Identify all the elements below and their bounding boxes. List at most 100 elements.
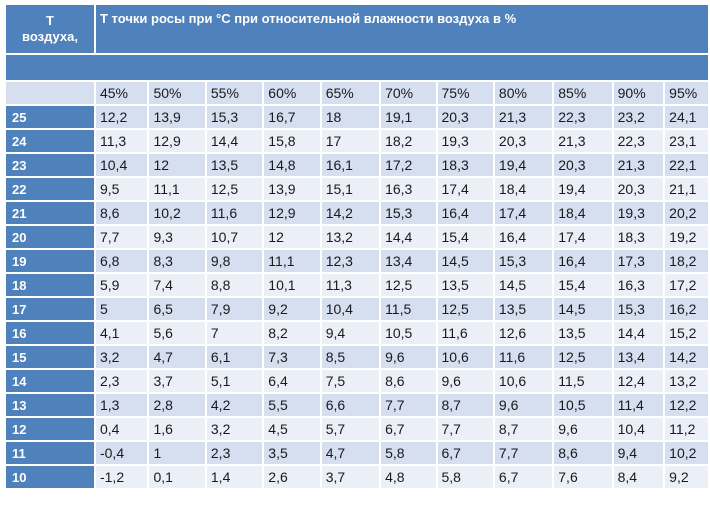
dew-point-cell: 18,3 — [437, 154, 493, 176]
dew-point-cell: 16,2 — [665, 298, 708, 320]
dew-point-cell: 2,3 — [95, 370, 148, 392]
dew-point-cell: 18,2 — [665, 250, 708, 272]
dew-point-cell: 9,4 — [321, 322, 380, 344]
dew-point-cell: 18 — [321, 106, 380, 128]
air-temperature-cell: 12 — [6, 418, 94, 440]
dew-point-cell: 11,5 — [381, 298, 436, 320]
dew-point-cell: 0,1 — [149, 466, 205, 488]
dew-point-cell: 6,8 — [95, 250, 148, 272]
dew-point-cell: 12,3 — [321, 250, 380, 272]
dew-point-cell: 11,6 — [437, 322, 493, 344]
dew-point-cell: 5,8 — [381, 442, 436, 464]
dew-point-cell: 2,6 — [264, 466, 320, 488]
dew-point-cell: 14,8 — [264, 154, 320, 176]
dew-point-cell: 19,2 — [665, 226, 708, 248]
dew-point-cell: 11,4 — [613, 394, 664, 416]
humidity-header-row: 45% 50% 55% 60% 65% 70% 75% 80% 85% 90% 95% — [6, 82, 708, 104]
dew-point-cell: 14,5 — [494, 274, 553, 296]
humidity-header-cell: 95% — [665, 82, 708, 104]
air-temperature-cell: 20 — [6, 226, 94, 248]
dew-point-cell: 13,9 — [149, 106, 205, 128]
dew-point-cell: 12,9 — [264, 202, 320, 224]
dew-point-cell: 5,5 — [264, 394, 320, 416]
dew-point-cell: 17,2 — [381, 154, 436, 176]
table-row: 13 1,3 2,8 4,2 5,5 6,6 7,7 8,7 9,6 10,5 11,4 12,2 — [6, 394, 708, 416]
corner-header-line1: T — [46, 13, 54, 28]
dew-point-cell: 10,2 — [149, 202, 205, 224]
table-row: 14 2,3 3,7 5,1 6,4 7,5 8,6 9,6 10,6 11,5 12,4 13,2 — [6, 370, 708, 392]
dew-point-cell: 5,6 — [149, 322, 205, 344]
dew-point-cell: 12,5 — [381, 274, 436, 296]
dew-point-cell: 12 — [264, 226, 320, 248]
dew-point-cell: 6,7 — [381, 418, 436, 440]
dew-point-cell: 2,3 — [206, 442, 263, 464]
dew-point-cell: 13,2 — [665, 370, 708, 392]
air-temperature-cell: 18 — [6, 274, 94, 296]
air-temperature-cell: 25 — [6, 106, 94, 128]
dew-point-cell: 13,9 — [264, 178, 320, 200]
dew-point-cell: 20,3 — [554, 154, 612, 176]
dew-point-cell: 9,6 — [554, 418, 612, 440]
dew-point-cell: 5,8 — [437, 466, 493, 488]
dew-point-cell: 15,3 — [613, 298, 664, 320]
table-row: 23 10,4 12 13,5 14,8 16,1 17,2 18,3 19,4 20,3 21,3… — [6, 154, 708, 176]
humidity-header-cell: 75% — [437, 82, 493, 104]
dew-point-cell: 22,3 — [554, 106, 612, 128]
dew-point-cell: 16,4 — [554, 250, 612, 272]
dew-point-cell: 18,2 — [381, 130, 436, 152]
dew-point-cell: 14,4 — [206, 130, 263, 152]
air-temperature-cell: 14 — [6, 370, 94, 392]
dew-point-cell: 7,5 — [321, 370, 380, 392]
dew-point-cell: 1,3 — [95, 394, 148, 416]
dew-point-cell: 10,6 — [437, 346, 493, 368]
dew-point-cell: 10,4 — [613, 418, 664, 440]
corner-header-line2: воздуха, — [22, 29, 78, 44]
dew-point-cell: 7,3 — [264, 346, 320, 368]
dew-point-cell: 13,5 — [494, 298, 553, 320]
dew-point-cell: 15,4 — [437, 226, 493, 248]
header-band — [6, 55, 708, 80]
air-temperature-cell: 11 — [6, 442, 94, 464]
dew-point-cell: 20,3 — [437, 106, 493, 128]
dew-point-cell: 4,5 — [264, 418, 320, 440]
dew-point-cell: 15,3 — [494, 250, 553, 272]
dew-point-cell: 1,4 — [206, 466, 263, 488]
humidity-header-cell: 85% — [554, 82, 612, 104]
dew-point-cell: 7,6 — [554, 466, 612, 488]
dew-point-cell: 12,5 — [206, 178, 263, 200]
air-temperature-cell: 16 — [6, 322, 94, 344]
dew-point-cell: 13,4 — [613, 346, 664, 368]
dew-point-cell: 12,6 — [494, 322, 553, 344]
dew-point-cell: -1,2 — [95, 466, 148, 488]
dew-point-cell: 12,2 — [95, 106, 148, 128]
dew-point-cell: 1 — [149, 442, 205, 464]
dew-point-cell: 5,1 — [206, 370, 263, 392]
dew-point-cell: 19,4 — [554, 178, 612, 200]
dew-point-cell: 3,2 — [95, 346, 148, 368]
dew-point-cell: 10,1 — [264, 274, 320, 296]
dew-point-cell: 11,6 — [206, 202, 263, 224]
humidity-header-cell: 80% — [494, 82, 553, 104]
dew-point-cell: 23,1 — [665, 130, 708, 152]
dew-point-cell: 5,7 — [321, 418, 380, 440]
dew-point-cell: 0,4 — [95, 418, 148, 440]
dew-point-cell: 17,3 — [613, 250, 664, 272]
dew-point-cell: 3,2 — [206, 418, 263, 440]
dew-point-cell: 18,3 — [613, 226, 664, 248]
dew-point-cell: 2,8 — [149, 394, 205, 416]
dew-point-cell: 15,2 — [665, 322, 708, 344]
dew-point-cell: 15,8 — [264, 130, 320, 152]
table-row: 17 5 6,5 7,9 9,2 10,4 11,5 12,5 13,5 14,5 15,3 16,2 — [6, 298, 708, 320]
dew-point-cell: 21,3 — [613, 154, 664, 176]
dew-point-cell: 1,6 — [149, 418, 205, 440]
dew-point-cell: 22,1 — [665, 154, 708, 176]
dew-point-cell: 4,7 — [149, 346, 205, 368]
dew-point-cell: 17,4 — [554, 226, 612, 248]
table-row: 15 3,2 4,7 6,1 7,3 8,5 9,6 10,6 11,6 12,5 13,4 14,2 — [6, 346, 708, 368]
dew-point-cell: 6,7 — [437, 442, 493, 464]
dew-point-cell: 17,4 — [494, 202, 553, 224]
dew-point-cell: 17,4 — [437, 178, 493, 200]
dew-point-cell: 9,3 — [149, 226, 205, 248]
dew-point-cell: 24,1 — [665, 106, 708, 128]
